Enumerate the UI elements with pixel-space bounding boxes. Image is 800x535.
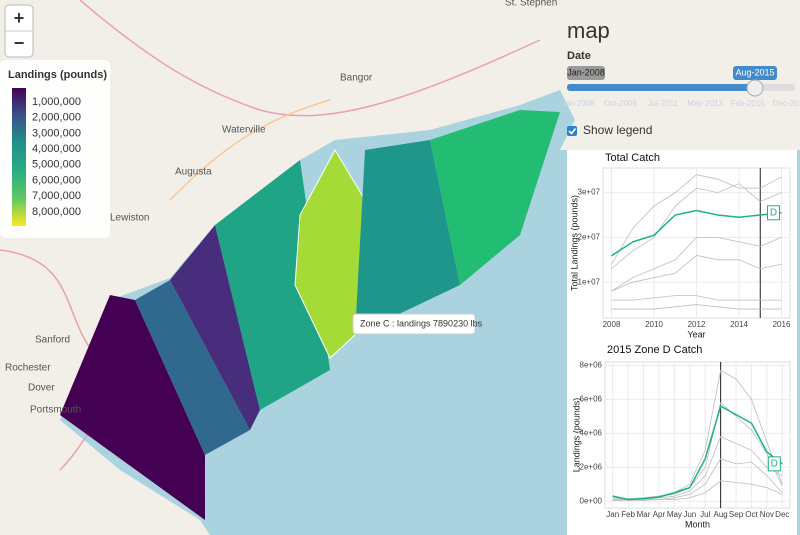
slider-tick-label: Feb-2015 [730,99,765,108]
x-tick-label: Apr [653,510,666,519]
series-line [611,183,782,270]
chart-title: Total Catch [605,152,660,164]
x-tick-label: Jul [700,510,710,519]
plot-area [604,361,791,509]
slider-tick-label: May-2013 [687,99,723,108]
zone[interactable] [355,140,460,335]
place-label: St. Stephen [505,0,557,9]
series-line [612,480,783,501]
checkbox[interactable] [567,126,577,136]
road [169,99,331,201]
legend-tick-label: 4,000,000 [32,143,81,155]
x-tick-label: Aug [714,510,728,519]
y-tick-label: 4e+06 [580,428,603,437]
series-label-box [767,205,780,221]
y-tick-label: 1e+07 [578,277,601,286]
place-label: Dover [28,383,55,394]
x-tick-label: Jun [683,510,696,519]
legend-tick-label: 5,000,000 [32,159,81,171]
place-label: Waterville [222,125,266,136]
slider-start [567,66,605,80]
y-tick-label: 2e+07 [578,233,601,242]
place-label: Sanford [35,335,70,346]
x-tick-label: 2014 [730,320,748,329]
x-tick-label: Mar [637,510,651,519]
zone[interactable] [170,225,260,430]
x-tick-label: Sep [729,510,744,519]
legend-box [0,60,110,238]
series-label: D [771,459,778,470]
series-line [611,237,782,292]
x-tick-label: Jan [606,510,619,519]
slider-value-label: Aug-2015 [735,67,774,77]
x-tick-label: Oct [745,510,758,519]
legend-tick-label: 6,000,000 [32,174,81,186]
slider-tick-label: Jan-2008 [561,99,595,108]
y-tick-label: 3e+07 [578,188,601,197]
series-line [612,405,783,501]
zoom-in[interactable]: + [14,8,25,28]
legend-tick-label: 3,000,000 [32,127,81,139]
series-label: D [770,207,777,218]
checkbox-label[interactable]: Show legend [583,123,652,137]
legend-tick-label: 2,000,000 [32,112,81,124]
series-label-box [767,456,781,472]
slider-start-label: Jan-2008 [567,67,605,77]
y-axis-label: Landings (pounds) [571,398,581,473]
x-tick-label: Feb [621,510,635,519]
slider-fill [567,84,755,91]
tooltip [352,313,476,335]
zoom-out[interactable]: − [14,33,25,53]
tooltip-text: Zone C : landings 7890230 lbs [360,318,483,328]
x-axis-label: Month [685,519,710,529]
slider-value [733,66,777,80]
y-tick-label: 0e+00 [580,496,603,505]
y-tick-label: 2e+06 [580,462,603,471]
x-axis-label: Year [687,329,705,339]
x-tick-label: 2016 [773,320,791,329]
x-tick-label: 2012 [688,320,706,329]
legend-tick-label: 1,000,000 [32,96,81,108]
series-line [611,304,782,310]
chart-title: 2015 Zone D Catch [607,344,702,356]
slider-tick-label: Jul-2011 [648,99,679,108]
place-label: Lewiston [110,213,149,224]
series-line [611,174,782,265]
date-label: Date [567,50,591,62]
x-tick-label: 2008 [603,320,621,329]
y-tick-label: 6e+06 [580,394,603,403]
x-tick-label: 2010 [645,320,663,329]
place-label: Augusta [175,167,212,178]
zone[interactable] [135,280,250,455]
series-line [611,254,782,292]
x-tick-label: Nov [760,510,774,519]
panel-title: map [567,18,610,43]
x-tick-label: May [667,510,682,519]
legend-ramp [12,88,26,226]
series-line [611,209,782,257]
legend-title: Landings (pounds) [8,69,107,81]
place-label: Rochester [5,363,51,374]
slider-tick-label: Dec-2016 [773,99,800,108]
zone[interactable] [60,295,205,520]
legend-tick-label: 8,000,000 [32,206,81,218]
slider-tick-label: Oct-2009 [604,99,637,108]
slider-handle[interactable] [746,79,764,97]
zone[interactable] [430,110,560,285]
y-axis-label: Total Landings (pounds) [569,195,579,291]
legend-tick-label: 7,000,000 [32,190,81,202]
place-label: Bangor [340,73,373,84]
x-tick-label: Dec [775,510,789,519]
y-tick-label: 8e+06 [580,361,603,370]
road [79,0,541,117]
series-line [611,295,782,301]
check [568,128,577,135]
place-label: Portsmouth [30,405,81,416]
